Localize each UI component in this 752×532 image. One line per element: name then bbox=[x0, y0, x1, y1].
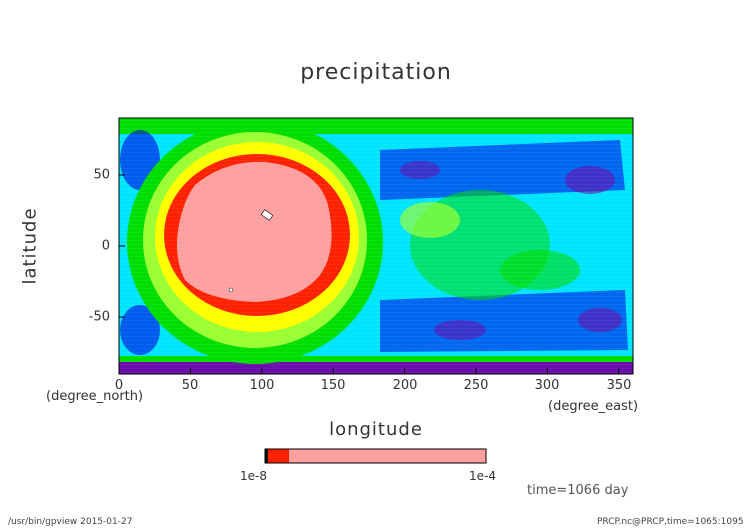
colorbar-seg-3 bbox=[271, 449, 289, 463]
x-axis-label: longitude bbox=[329, 419, 423, 440]
x-tick-label: 350 bbox=[606, 378, 632, 393]
x-axis-unit: (degree_east) bbox=[548, 399, 639, 414]
x-tick-marks bbox=[118, 368, 620, 374]
y-axis-label: latitude bbox=[19, 207, 41, 285]
colorbar-seg-1 bbox=[265, 449, 268, 463]
x-tick-label: 100 bbox=[249, 378, 275, 393]
x-tick-label: 50 bbox=[181, 378, 199, 393]
colorbar-max-label: 1e-4 bbox=[469, 469, 496, 483]
chart-title: precipitation bbox=[300, 60, 452, 85]
x-tick-label: 150 bbox=[320, 378, 346, 393]
y-tick-label: 50 bbox=[93, 167, 110, 183]
colorbar-frame bbox=[264, 448, 487, 464]
y-axis-unit: (degree_north) bbox=[46, 389, 144, 404]
y-tick-label: -50 bbox=[88, 309, 110, 325]
colorbar-min-label: 1e-8 bbox=[240, 469, 267, 483]
footer-right: PRCP.nc@PRCP,time=1065:1095 bbox=[597, 517, 744, 527]
x-tick-label: 200 bbox=[392, 378, 418, 393]
colorbar bbox=[264, 448, 487, 464]
x-tick-label: 300 bbox=[534, 378, 560, 393]
footer-left: /usr/bin/gpview 2015-01-27 bbox=[8, 517, 133, 527]
x-tick-label: 250 bbox=[463, 378, 489, 393]
y-tick-marks bbox=[119, 174, 125, 318]
colorbar-seg-4 bbox=[289, 449, 486, 463]
x-tick-label: 0 bbox=[114, 378, 124, 393]
time-annotation: time=1066 day bbox=[527, 483, 629, 498]
y-tick-label: 0 bbox=[101, 238, 110, 254]
colorbar-seg-2 bbox=[268, 449, 271, 463]
contour-field bbox=[119, 118, 633, 374]
